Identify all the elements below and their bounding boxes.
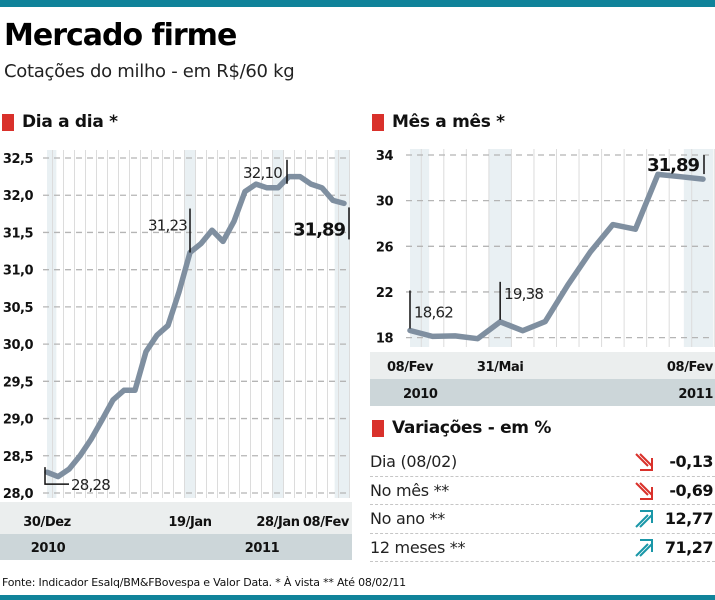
arrow-down-icon (635, 453, 653, 471)
variation-value: 71,27 (664, 537, 714, 557)
x-axis-band (0, 502, 352, 534)
year-band (370, 379, 715, 406)
section-marker-icon (372, 113, 384, 131)
highlight-band (272, 150, 284, 498)
variation-label: Dia (08/02) (370, 452, 457, 472)
arrow-up-icon (635, 538, 653, 557)
annotation-label: 31,89 (647, 155, 699, 176)
y-tick-label: 29,5 (3, 375, 34, 390)
variation-value: -0,69 (669, 480, 713, 500)
annotation-label: 31,23 (148, 217, 187, 235)
y-tick-label: 30,0 (3, 338, 34, 353)
variation-label: No ano ** (370, 509, 445, 529)
page-title: Mercado firme (4, 18, 237, 53)
variation-row: Dia (08/02) -0,13 (370, 448, 715, 477)
year-label: 2010 (31, 541, 66, 556)
annotation-label: 31,89 (293, 219, 345, 240)
year-band (0, 534, 352, 560)
y-tick-label: 26 (376, 240, 394, 255)
variations-section-header: Variações - em % (372, 418, 551, 438)
variations-table: Dia (08/02) -0,13 No mês ** -0,69 No ano… (370, 448, 715, 562)
y-tick-label: 18 (376, 332, 394, 347)
year-label: 2011 (245, 541, 280, 556)
y-tick-label: 29,0 (3, 413, 34, 428)
highlight-band (683, 149, 713, 347)
brand-bar-top (0, 0, 715, 7)
y-tick-label: 32,0 (3, 189, 34, 204)
highlight-band (410, 149, 430, 347)
monthly-chart: 34 30 26 22 18 08/Fev 31/Mai 08/Fev 2010 2011 18,6… (370, 149, 715, 406)
variation-label: 12 meses ** (370, 537, 466, 557)
variation-value: -0,13 (669, 452, 713, 472)
daily-chart-title: Dia a dia * (22, 112, 118, 132)
section-marker-icon (372, 419, 384, 437)
variation-label: No mês ** (370, 480, 449, 500)
y-tick-label: 30,5 (3, 301, 34, 316)
variation-row: No mês ** -0,69 (370, 477, 715, 505)
highlight-band (488, 149, 512, 347)
y-tick-label: 30 (376, 195, 394, 210)
x-tick-label: 08/Fev (387, 360, 434, 375)
y-tick-label: 31,5 (3, 226, 34, 241)
section-marker-icon (2, 113, 14, 131)
annotation-label: 28,28 (71, 476, 110, 494)
variation-row: 12 meses ** 71,27 (370, 534, 715, 562)
annotation-leader (44, 467, 69, 485)
y-tick-label: 34 (376, 149, 394, 164)
page-subtitle: Cotações do milho - em R$/60 kg (4, 61, 295, 82)
x-tick-label: 31/Mai (477, 360, 524, 375)
monthly-chart-title: Mês a mês * (392, 112, 505, 132)
daily-chart: 32,5 32,0 31,5 31,0 30,5 30,0 29,5 29,0 28,5 28,0… (0, 150, 352, 560)
brand-bar-bottom (0, 595, 715, 600)
y-tick-label: 28,5 (3, 450, 34, 465)
year-label: 2010 (403, 387, 438, 402)
x-axis-band (370, 352, 715, 379)
daily-section-header: Dia a dia * (2, 112, 118, 132)
year-label: 2011 (678, 387, 713, 402)
monthly-section-header: Mês a mês * (372, 112, 505, 132)
x-tick-label: 28/Jan (256, 515, 299, 530)
variations-title: Variações - em % (392, 418, 552, 438)
x-tick-label: 19/Jan (168, 515, 211, 530)
price-line (407, 171, 706, 342)
y-tick-label: 32,5 (3, 152, 34, 167)
highlight-band (184, 150, 196, 498)
x-tick-label: 08/Fev (667, 360, 714, 375)
annotation-label: 32,10 (243, 164, 282, 182)
y-tick-label: 22 (376, 286, 393, 301)
variation-value: 12,77 (664, 509, 714, 529)
arrow-down-icon (635, 481, 653, 500)
x-tick-label: 30/Dez (23, 515, 71, 530)
highlight-band (47, 150, 57, 498)
price-line (44, 173, 347, 480)
annotation-label: 18,62 (414, 304, 453, 322)
annotation-label: 19,38 (504, 285, 543, 303)
variation-row: No ano ** 12,77 (370, 505, 715, 534)
x-tick-label: 08/Fev (303, 515, 350, 530)
y-tick-label: 28,0 (3, 487, 34, 502)
source-footnote: Fonte: Indicador Esalq/BM&FBovespa e Val… (2, 576, 406, 589)
y-tick-label: 31,0 (3, 264, 34, 279)
arrow-up-icon (635, 510, 653, 528)
